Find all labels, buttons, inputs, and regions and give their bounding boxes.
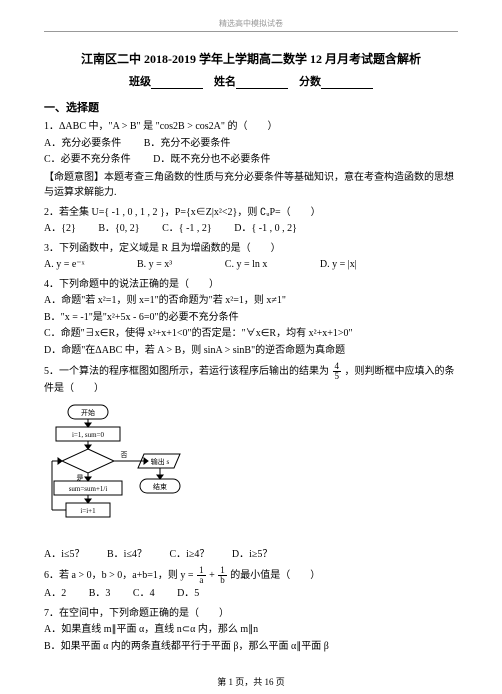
page-footer: 第 1 页，共 16 页 [0,675,502,688]
q4-stem: 4．下列命题中的说法正确的是（ ） [44,277,458,293]
blank-class [151,78,203,89]
svg-text:否: 否 [121,451,128,459]
q5-b: B．i≤4？ [107,549,147,560]
q6-opts: A．2 B．3 C．4 D．5 [44,586,458,602]
q7-b: B．如果平面 α 内的两条直线都平行于平面 β，那么平面 α∥平面 β [44,639,458,655]
q6-a: A．2 [44,588,66,599]
flowchart-svg: 开始 i=1, sum=0 是 sum=sum+1/i [48,403,188,543]
q3-c: C. y = ln x [225,259,268,270]
flowchart: 开始 i=1, sum=0 是 sum=sum+1/i [48,403,458,543]
label-name: 姓名 [214,76,236,88]
label-score: 分数 [299,76,321,88]
label-class: 班级 [129,76,151,88]
q4-b: B．"x = -1"是"x²+5x - 6=0"的必要不充分条件 [44,310,458,326]
blank-name [236,78,288,89]
q3-stem: 3．下列函数中，定义域是 R 且为增函数的是（ ） [44,241,458,257]
svg-text:结束: 结束 [153,482,167,491]
q2-opts: A．{2} B．{0, 2} C．{ -1 , 2} D．{ -1 , 0 , … [44,221,458,237]
q1-b: B．充分不必要条件 [144,138,231,149]
q6-stem-post: 的最小值是（ ） [230,570,320,581]
q6-stem: 6．若 a > 0，b > 0，a+b=1，则 y = 1 a + 1 b 的最… [44,566,458,585]
q1-opts-row2: C．必要不充分条件 D．既不充分也不必要条件 [44,152,458,168]
q6-c: C．4 [133,588,155,599]
q2-b: B．{0, 2} [98,223,139,234]
q5-frac: 4 5 [333,362,342,381]
q5-a: A．i≤5？ [44,549,85,560]
q1-c: C．必要不充分条件 [44,154,131,165]
q1-stem: 1．ΔABC 中，"A > B" 是 "cos2B > cos2A" 的（ ） [44,119,458,135]
q4-c: C．命题"∃x∈R，使得 x²+x+1<0"的否定是："∀x∈R，均有 x²+x… [44,326,458,342]
q1-opts-row1: A．充分必要条件 B．充分不必要条件 [44,136,458,152]
q3-opts: A. y = e⁻ˣ B. y = x³ C. y = ln x D. y = … [44,257,458,273]
svg-text:i=1, sum=0: i=1, sum=0 [72,431,105,439]
q5-d: D．i≥5？ [232,549,273,560]
q6: 6．若 a > 0，b > 0，a+b=1，则 y = 1 a + 1 b 的最… [44,566,458,602]
q4: 4．下列命题中的说法正确的是（ ） A．命题"若 x²=1，则 x=1"的否命题… [44,277,458,359]
q5-opts: A．i≤5？ B．i≤4？ C．i≥4？ D．i≥5？ [44,547,458,563]
q7-a: A．如果直线 m∥平面 α，直线 n⊂α 内，那么 m∥n [44,622,458,638]
q6-b: B．3 [89,588,111,599]
q5-stem: 5．一个算法的程序框图如图所示，若运行该程序后输出的结果为 4 5 ，则判断框中… [44,362,458,397]
q5: 5．一个算法的程序框图如图所示，若运行该程序后输出的结果为 4 5 ，则判断框中… [44,362,458,562]
q6-frac2: 1 b [218,566,227,585]
exam-title: 江南区二中 2018-2019 学年上学期高二数学 12 月月考试题含解析 [44,50,458,67]
q1-d: D．既不充分也不必要条件 [153,154,270,165]
svg-text:sum=sum+1/i: sum=sum+1/i [69,485,108,493]
blanks-row: 班级 姓名 分数 [44,73,458,89]
top-rule [44,31,458,32]
q5-c: C．i≥4？ [169,549,209,560]
q1: 1．ΔABC 中，"A > B" 是 "cos2B > cos2A" 的（ ） … [44,119,458,201]
q4-a: A．命题"若 x²=1，则 x=1"的否命题为"若 x²=1，则 x≠1" [44,293,458,309]
q4-d: D．命题"在ΔABC 中，若 A > B，则 sinA > sinB"的逆否命题… [44,343,458,359]
q7: 7．在空间中，下列命题正确的是（ ） A．如果直线 m∥平面 α，直线 n⊂α … [44,606,458,655]
q6-d: D．5 [177,588,199,599]
q1-hint: 【命题意图】本题考查三角函数的性质与充分必要条件等基础知识，意在考查构造函数的思… [44,170,458,201]
blank-score [321,78,373,89]
section-1-heading: 一、选择题 [44,99,458,115]
page: 精选高中模拟试卷 江南区二中 2018-2019 学年上学期高二数学 12 月月… [0,0,502,654]
top-label: 精选高中模拟试卷 [44,18,458,29]
q5-frac-den: 5 [333,372,342,381]
q2-a: A．{2} [44,223,76,234]
q2-stem: 2．若全集 U={ -1 , 0 , 1 , 2 }，P={x∈Z|x²<2}，… [44,205,458,221]
svg-text:输出 s: 输出 s [151,457,170,466]
q7-stem: 7．在空间中，下列命题正确的是（ ） [44,606,458,622]
q2-c: C．{ -1 , 2} [162,223,212,234]
svg-text:i=i+1: i=i+1 [80,507,96,515]
svg-text:开始: 开始 [81,408,95,417]
q1-a: A．充分必要条件 [44,138,121,149]
q3-a: A. y = e⁻ˣ [44,259,84,270]
q3-b: B. y = x³ [137,259,172,270]
q3-d: D. y = |x| [320,259,357,270]
q5-stem-pre: 5．一个算法的程序框图如图所示，若运行该程序后输出的结果为 [44,366,329,377]
q2-d: D．{ -1 , 0 , 2} [234,223,297,234]
q6-stem-pre: 6．若 a > 0，b > 0，a+b=1，则 y = [44,570,194,581]
q3: 3．下列函数中，定义域是 R 且为增函数的是（ ） A. y = e⁻ˣ B. … [44,241,458,273]
q2: 2．若全集 U={ -1 , 0 , 1 , 2 }，P={x∈Z|x²<2}，… [44,205,458,237]
q6-frac1: 1 a [197,566,206,585]
